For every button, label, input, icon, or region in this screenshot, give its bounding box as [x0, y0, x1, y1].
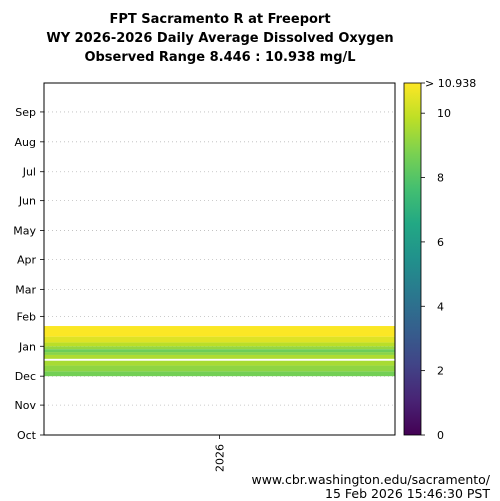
y-tick-label: Sep — [15, 106, 36, 119]
y-tick-label: Oct — [17, 429, 37, 442]
footer-timestamp: 15 Feb 2026 15:46:30 PST — [325, 486, 490, 501]
y-tick-label: Feb — [17, 310, 36, 323]
y-tick-label: May — [13, 225, 36, 238]
y-tick-label: Apr — [17, 253, 37, 266]
y-axis: Oct Nov Dec Jan Feb Mar Apr May Jun Jul Aug Sep — [13, 106, 44, 442]
heatmap-cell — [44, 326, 395, 337]
y-tick-label: Aug — [15, 136, 36, 149]
colorbar-tick-label: 6 — [437, 236, 444, 249]
heatmap-cell — [44, 336, 395, 343]
colorbar-max-label: > 10.938 — [425, 77, 476, 90]
heatmap-cell — [44, 365, 395, 372]
heatmap-cell — [44, 354, 395, 359]
y-tick-label: Dec — [15, 370, 36, 383]
colorbar — [403, 82, 422, 436]
colorbar-tick-label: 0 — [437, 429, 444, 442]
x-tick-label: 2026 — [214, 444, 227, 472]
colorbar-tick-label: 8 — [437, 172, 444, 185]
colorbar-tick-label: 4 — [437, 300, 444, 313]
x-axis: 2026 — [214, 435, 227, 472]
y-tick-label: Jun — [18, 195, 36, 208]
heatmap-cell — [44, 349, 395, 353]
footer-url[interactable]: www.cbr.washington.edu/sacramento/ — [251, 472, 490, 487]
colorbar-tick-label: 2 — [437, 365, 444, 378]
y-tick-label: Mar — [15, 283, 36, 296]
heatmap-cell — [44, 342, 395, 347]
y-tick-label: Jul — [22, 166, 36, 179]
y-tick-label: Jan — [18, 340, 36, 353]
colorbar-axis: 0 2 4 6 8 10 > 10.938 — [421, 77, 476, 442]
heatmap-cell — [44, 346, 395, 350]
heatmap-cell — [44, 371, 395, 377]
chart-title: FPT Sacramento R at Freeport WY 2026-202… — [0, 10, 440, 67]
heatmap-cell — [44, 352, 395, 355]
y-tick-label: Nov — [15, 399, 37, 412]
title-line-1: FPT Sacramento R at Freeport — [109, 12, 331, 27]
title-line-2: WY 2026-2026 Daily Average Dissolved Oxy… — [46, 31, 394, 46]
plot-frame — [43, 82, 396, 436]
colorbar-tick-label: 10 — [437, 107, 451, 120]
heatmap-cell — [44, 360, 395, 366]
heatmap-cells — [44, 326, 395, 377]
title-line-3: Observed Range 8.446 : 10.938 mg/L — [84, 50, 356, 65]
